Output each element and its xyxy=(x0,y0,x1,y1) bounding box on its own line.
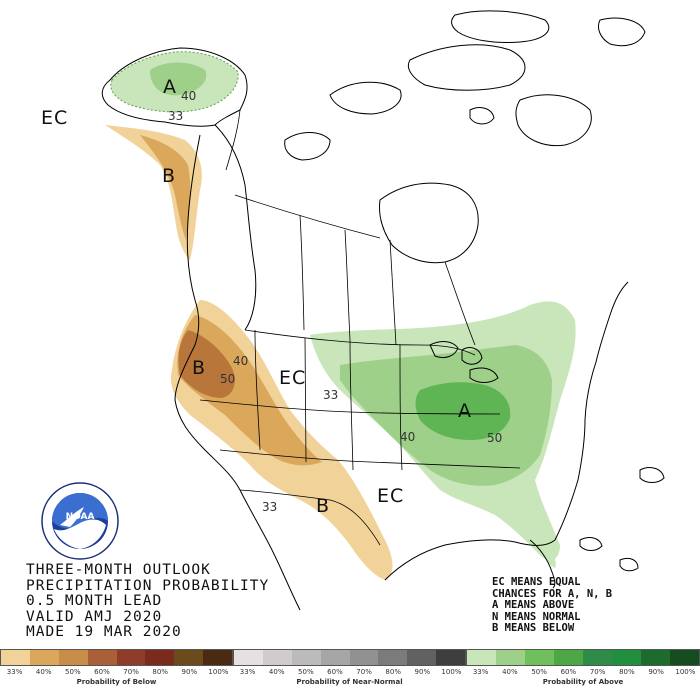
scale-tick-label: 40% xyxy=(502,668,518,676)
scale-tick-label: 33% xyxy=(239,668,256,676)
scale-tick-label: 90% xyxy=(648,668,664,676)
legend-note-line: A MEANS ABOVE xyxy=(492,599,575,611)
scale-swatch xyxy=(203,650,232,665)
title-line: THREE-MONTH OUTLOOK xyxy=(26,562,211,578)
scale-above-swatches xyxy=(466,649,700,666)
scale-tick-label: 33% xyxy=(472,668,489,676)
scale-swatch xyxy=(641,650,670,665)
b-southwest-label: B xyxy=(316,495,331,517)
scale-tick-label: 60% xyxy=(327,668,343,676)
scale-normal-swatches xyxy=(233,649,466,666)
scale-tick-label: 80% xyxy=(152,668,168,676)
scale-swatch xyxy=(320,650,350,665)
ec-alaska-label: EC xyxy=(41,107,69,129)
a-alaska-label: A xyxy=(163,76,177,98)
scale-swatch xyxy=(583,650,612,665)
legend-note-line: CHANCES FOR A, N, B xyxy=(492,587,613,600)
scale-tick-label: 100% xyxy=(675,668,696,676)
scale-swatch xyxy=(291,650,321,665)
contour-label: 50 xyxy=(487,431,503,445)
b-west-label: B xyxy=(192,357,207,379)
scale-tick-label: 80% xyxy=(385,668,401,676)
contour-label: 33 xyxy=(262,500,278,514)
scale-normal-title: Probability of Near-Normal xyxy=(296,678,403,686)
ec-south-label: EC xyxy=(377,485,405,507)
scale-tick-label: 33% xyxy=(6,668,23,676)
pnw-below-40 xyxy=(140,135,191,240)
contour-label: 40 xyxy=(233,354,249,368)
scale-above-title: Probability of Above xyxy=(542,678,624,686)
legend-note-line: EC MEANS EQUAL xyxy=(492,576,581,588)
title-line: PRECIPITATION PROBABILITY xyxy=(26,577,270,594)
scale-below: 33% 40% 50% 60% 70% 80% 90% 100% Probability of… xyxy=(0,649,233,688)
contour-label: 40 xyxy=(400,430,416,444)
scale-tick-label: 60% xyxy=(560,668,577,676)
scale-tick-label: 90% xyxy=(181,668,198,676)
b-pnw-label: B xyxy=(162,165,177,187)
coastlines xyxy=(101,10,665,611)
title-line: MADE 19 MAR 2020 xyxy=(26,624,182,640)
alaska-above-40 xyxy=(150,62,207,96)
scale-below-ticks: 33% 40% 50% 60% 70% 80% 90% 100% xyxy=(0,666,233,678)
scale-tick-label: 50% xyxy=(531,668,547,676)
scale-below-title: Probability of Below xyxy=(76,678,157,686)
scale-below-swatches xyxy=(0,649,233,666)
title-block: THREE-MONTH OUTLOOK PRECIPITATION PROBAB… xyxy=(26,562,270,641)
scale-tick-label: 70% xyxy=(123,668,139,676)
a-midwest-label: A xyxy=(458,400,472,422)
scale-normal-ticks: 33% 40% 50% 60% 70% 80% 90% 100% xyxy=(233,666,466,678)
scale-swatch xyxy=(234,650,263,665)
scale-tick-label: 70% xyxy=(589,668,606,676)
scale-swatch xyxy=(145,650,175,665)
title-line: 0.5 MONTH LEAD xyxy=(26,593,163,609)
scale-tick-label: 50% xyxy=(298,668,314,676)
scale-swatch xyxy=(612,650,641,665)
east-above-50 xyxy=(415,382,511,440)
west-below-50 xyxy=(178,330,235,398)
legend-note-line: N MEANS NORMAL xyxy=(492,610,581,623)
contour-label: 33 xyxy=(323,388,339,402)
scale-tick-label: 100% xyxy=(441,668,462,676)
legend-note-line: B MEANS BELOW xyxy=(492,622,575,634)
scale-above: 33% 40% 50% 60% 70% 80% 90% 100% Probability of… xyxy=(466,649,700,688)
ec-plains-label: EC xyxy=(279,367,307,389)
scale-swatch xyxy=(29,650,59,665)
scale-swatch xyxy=(670,650,699,665)
scale-swatch xyxy=(436,650,465,665)
scale-tick-label: 50% xyxy=(65,668,81,676)
scale-normal: 33% 40% 50% 60% 70% 80% 90% 100% Probability of… xyxy=(233,649,466,688)
scale-swatch xyxy=(116,650,146,665)
scale-tick-label: 40% xyxy=(35,668,52,676)
scale-tick-label: 100% xyxy=(208,668,229,676)
scale-swatch xyxy=(174,650,204,665)
scale-swatch xyxy=(1,650,30,665)
scale-swatch xyxy=(554,650,583,665)
legend-note: EC MEANS EQUAL CHANCES FOR A, N, B A MEA… xyxy=(492,576,613,635)
scale-swatch xyxy=(262,650,292,665)
scale-swatch xyxy=(525,650,554,665)
scale-tick-label: 80% xyxy=(619,668,635,676)
scale-swatch xyxy=(407,650,437,665)
borders xyxy=(199,109,521,546)
contour-label: 40 xyxy=(181,89,197,103)
title-line: VALID AMJ 2020 xyxy=(26,608,163,625)
scale-tick-label: 70% xyxy=(356,668,372,676)
contour-label: 50 xyxy=(220,372,236,386)
noaa-logo-text: NOAA xyxy=(66,512,95,522)
contour-label: 33 xyxy=(168,109,184,123)
scale-swatch xyxy=(378,650,408,665)
scale-tick-label: 60% xyxy=(94,668,110,676)
scale-tick-label: 40% xyxy=(268,668,285,676)
florida-above xyxy=(519,495,556,568)
scale-swatch xyxy=(58,650,88,665)
scale-above-ticks: 33% 40% 50% 60% 70% 80% 90% 100% xyxy=(466,666,700,678)
scale-swatch xyxy=(87,650,117,665)
scale-swatch xyxy=(467,650,496,665)
scale-swatch xyxy=(496,650,525,665)
scale-tick-label: 90% xyxy=(414,668,431,676)
noaa-logo: NOAA xyxy=(41,482,119,560)
scale-swatch xyxy=(349,650,379,665)
